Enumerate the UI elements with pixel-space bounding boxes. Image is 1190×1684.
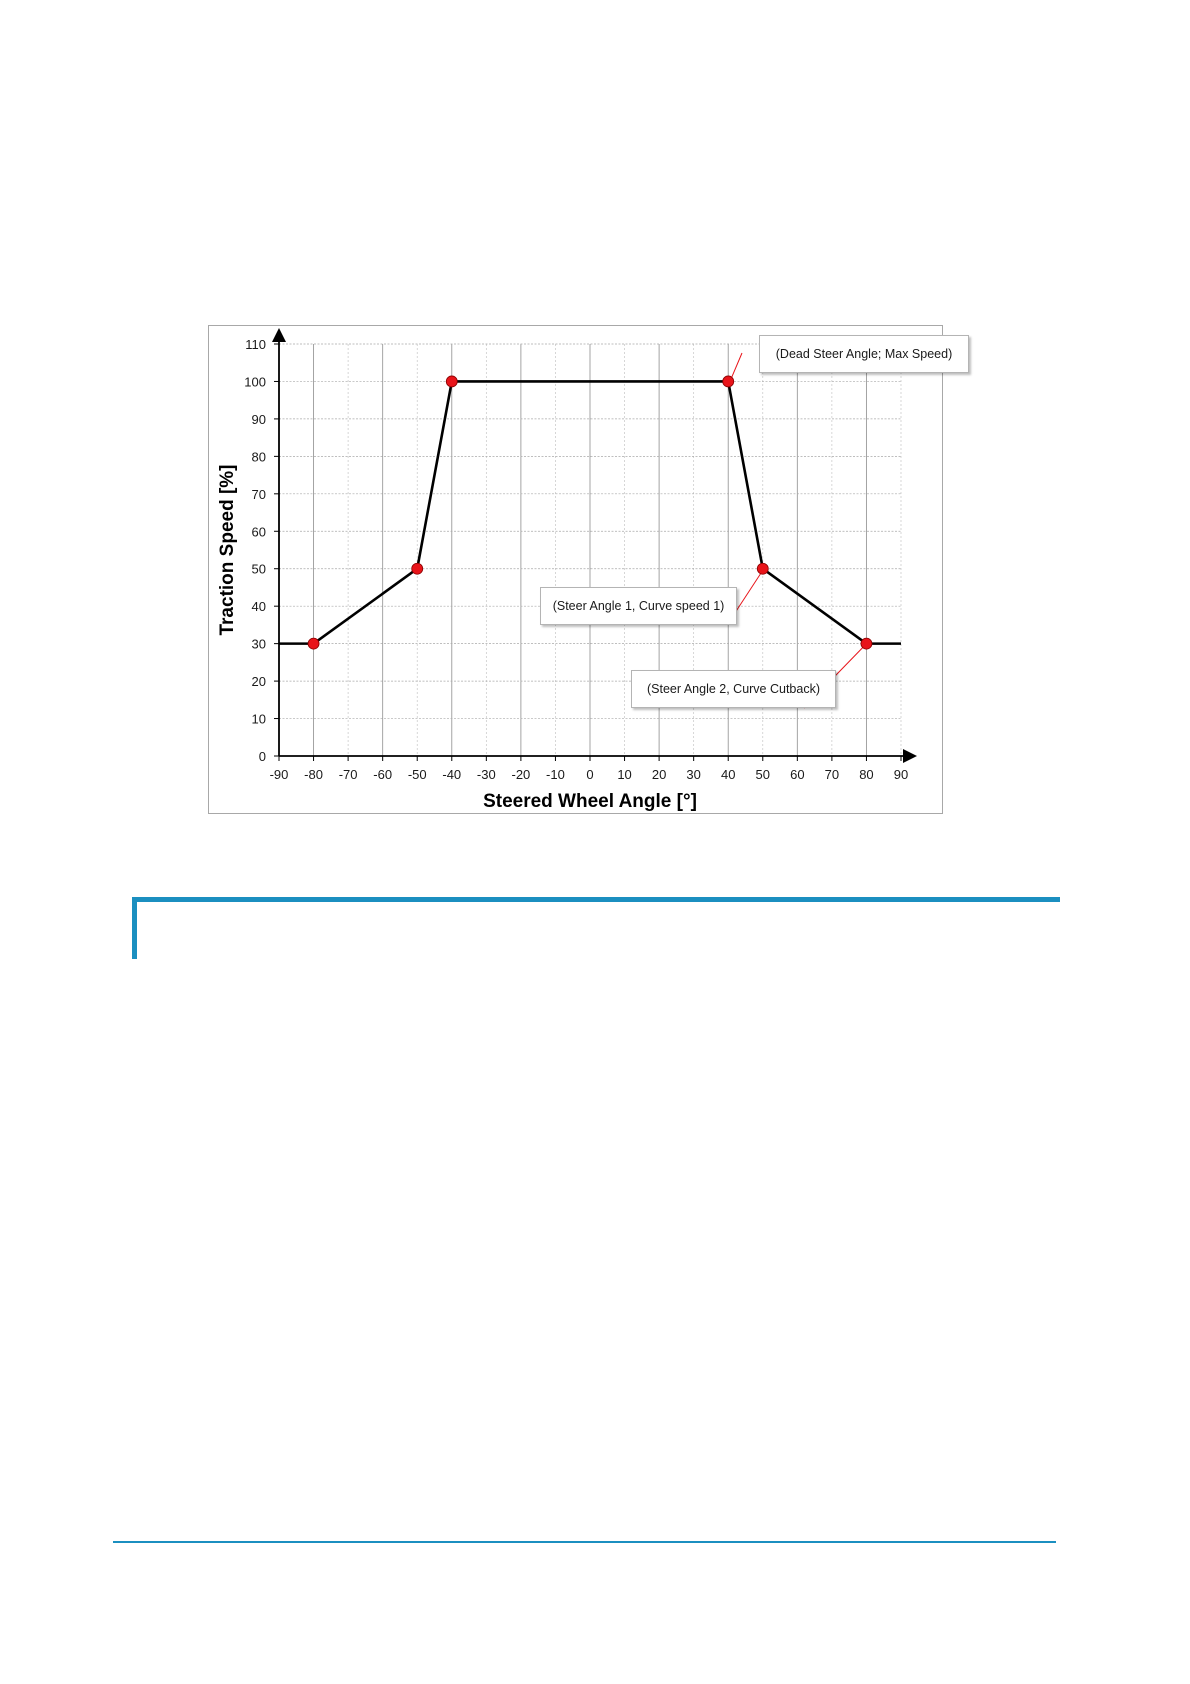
y-tick-label: 30 xyxy=(252,637,266,652)
x-tick-label: 40 xyxy=(721,767,735,782)
x-tick-label: 70 xyxy=(825,767,839,782)
y-tick-label: 100 xyxy=(244,374,266,389)
data-point-marker xyxy=(860,637,873,650)
y-tick-label: 0 xyxy=(259,749,266,764)
x-tick-label: 10 xyxy=(617,767,631,782)
section-header-accent xyxy=(132,897,137,959)
annotation-leader-line xyxy=(730,352,743,379)
data-point-marker xyxy=(722,375,735,388)
y-tick-label: 10 xyxy=(252,712,266,727)
y-axis-title: Traction Speed [%] xyxy=(217,464,238,635)
x-tick-label: 60 xyxy=(790,767,804,782)
traction-speed-chart: -90 -80 -70 -60 -50 -40 -30 -20 -10 0 10 20 30 40 50 60… xyxy=(217,328,917,812)
x-tick-label: -70 xyxy=(339,767,358,782)
y-tick-label: 40 xyxy=(252,599,266,614)
series-line xyxy=(279,380,901,645)
annotation-steer-angle-2: (Steer Angle 2, Curve Cutback) xyxy=(631,670,836,708)
x-tick-label: -20 xyxy=(511,767,530,782)
footer-divider xyxy=(113,1541,1056,1543)
x-axis-arrow xyxy=(903,749,917,763)
y-tick-label: 80 xyxy=(252,449,266,464)
x-tick-label: -10 xyxy=(546,767,565,782)
section-header-bar xyxy=(132,897,1060,902)
x-tick-label: 30 xyxy=(686,767,700,782)
y-tick-label: 50 xyxy=(252,562,266,577)
y-tick-label: 90 xyxy=(252,412,266,427)
x-tick-label: 0 xyxy=(586,767,593,782)
y-tick-label: 20 xyxy=(252,674,266,689)
data-point-marker xyxy=(307,637,320,650)
annotation-leaders xyxy=(728,352,870,709)
annotation-dead-steer-angle: (Dead Steer Angle; Max Speed) xyxy=(759,335,969,373)
x-axis-title: Steered Wheel Angle [°] xyxy=(483,791,697,812)
data-point-marker xyxy=(445,375,458,388)
x-tick-label: -30 xyxy=(477,767,496,782)
x-tick-label: 50 xyxy=(756,767,770,782)
y-tick-label: 60 xyxy=(252,524,266,539)
axes xyxy=(272,328,917,763)
y-tick-label: 110 xyxy=(245,337,266,352)
data-point-marker xyxy=(756,562,769,575)
y-axis-arrow xyxy=(272,328,286,342)
x-tick-label: -50 xyxy=(408,767,427,782)
x-tick-label: 20 xyxy=(652,767,666,782)
annotation-steer-angle-1: (Steer Angle 1, Curve speed 1) xyxy=(540,587,737,625)
x-tick-label: -90 xyxy=(270,767,289,782)
chart-frame: -90 -80 -70 -60 -50 -40 -30 -20 -10 0 10 20 30 40 50 60… xyxy=(208,325,969,814)
tick-labels: -90 -80 -70 -60 -50 -40 -30 -20 -10 0 10 20 30 40 50 60… xyxy=(244,337,908,782)
series-traction-speed xyxy=(279,380,901,645)
y-tick-label: 70 xyxy=(252,487,266,502)
x-tick-label: -40 xyxy=(442,767,461,782)
data-points xyxy=(307,375,873,650)
x-tick-label: 80 xyxy=(859,767,873,782)
data-point-marker xyxy=(411,562,424,575)
x-tick-label: -60 xyxy=(373,767,392,782)
x-tick-label: 90 xyxy=(894,767,908,782)
x-tick-label: -80 xyxy=(304,767,323,782)
